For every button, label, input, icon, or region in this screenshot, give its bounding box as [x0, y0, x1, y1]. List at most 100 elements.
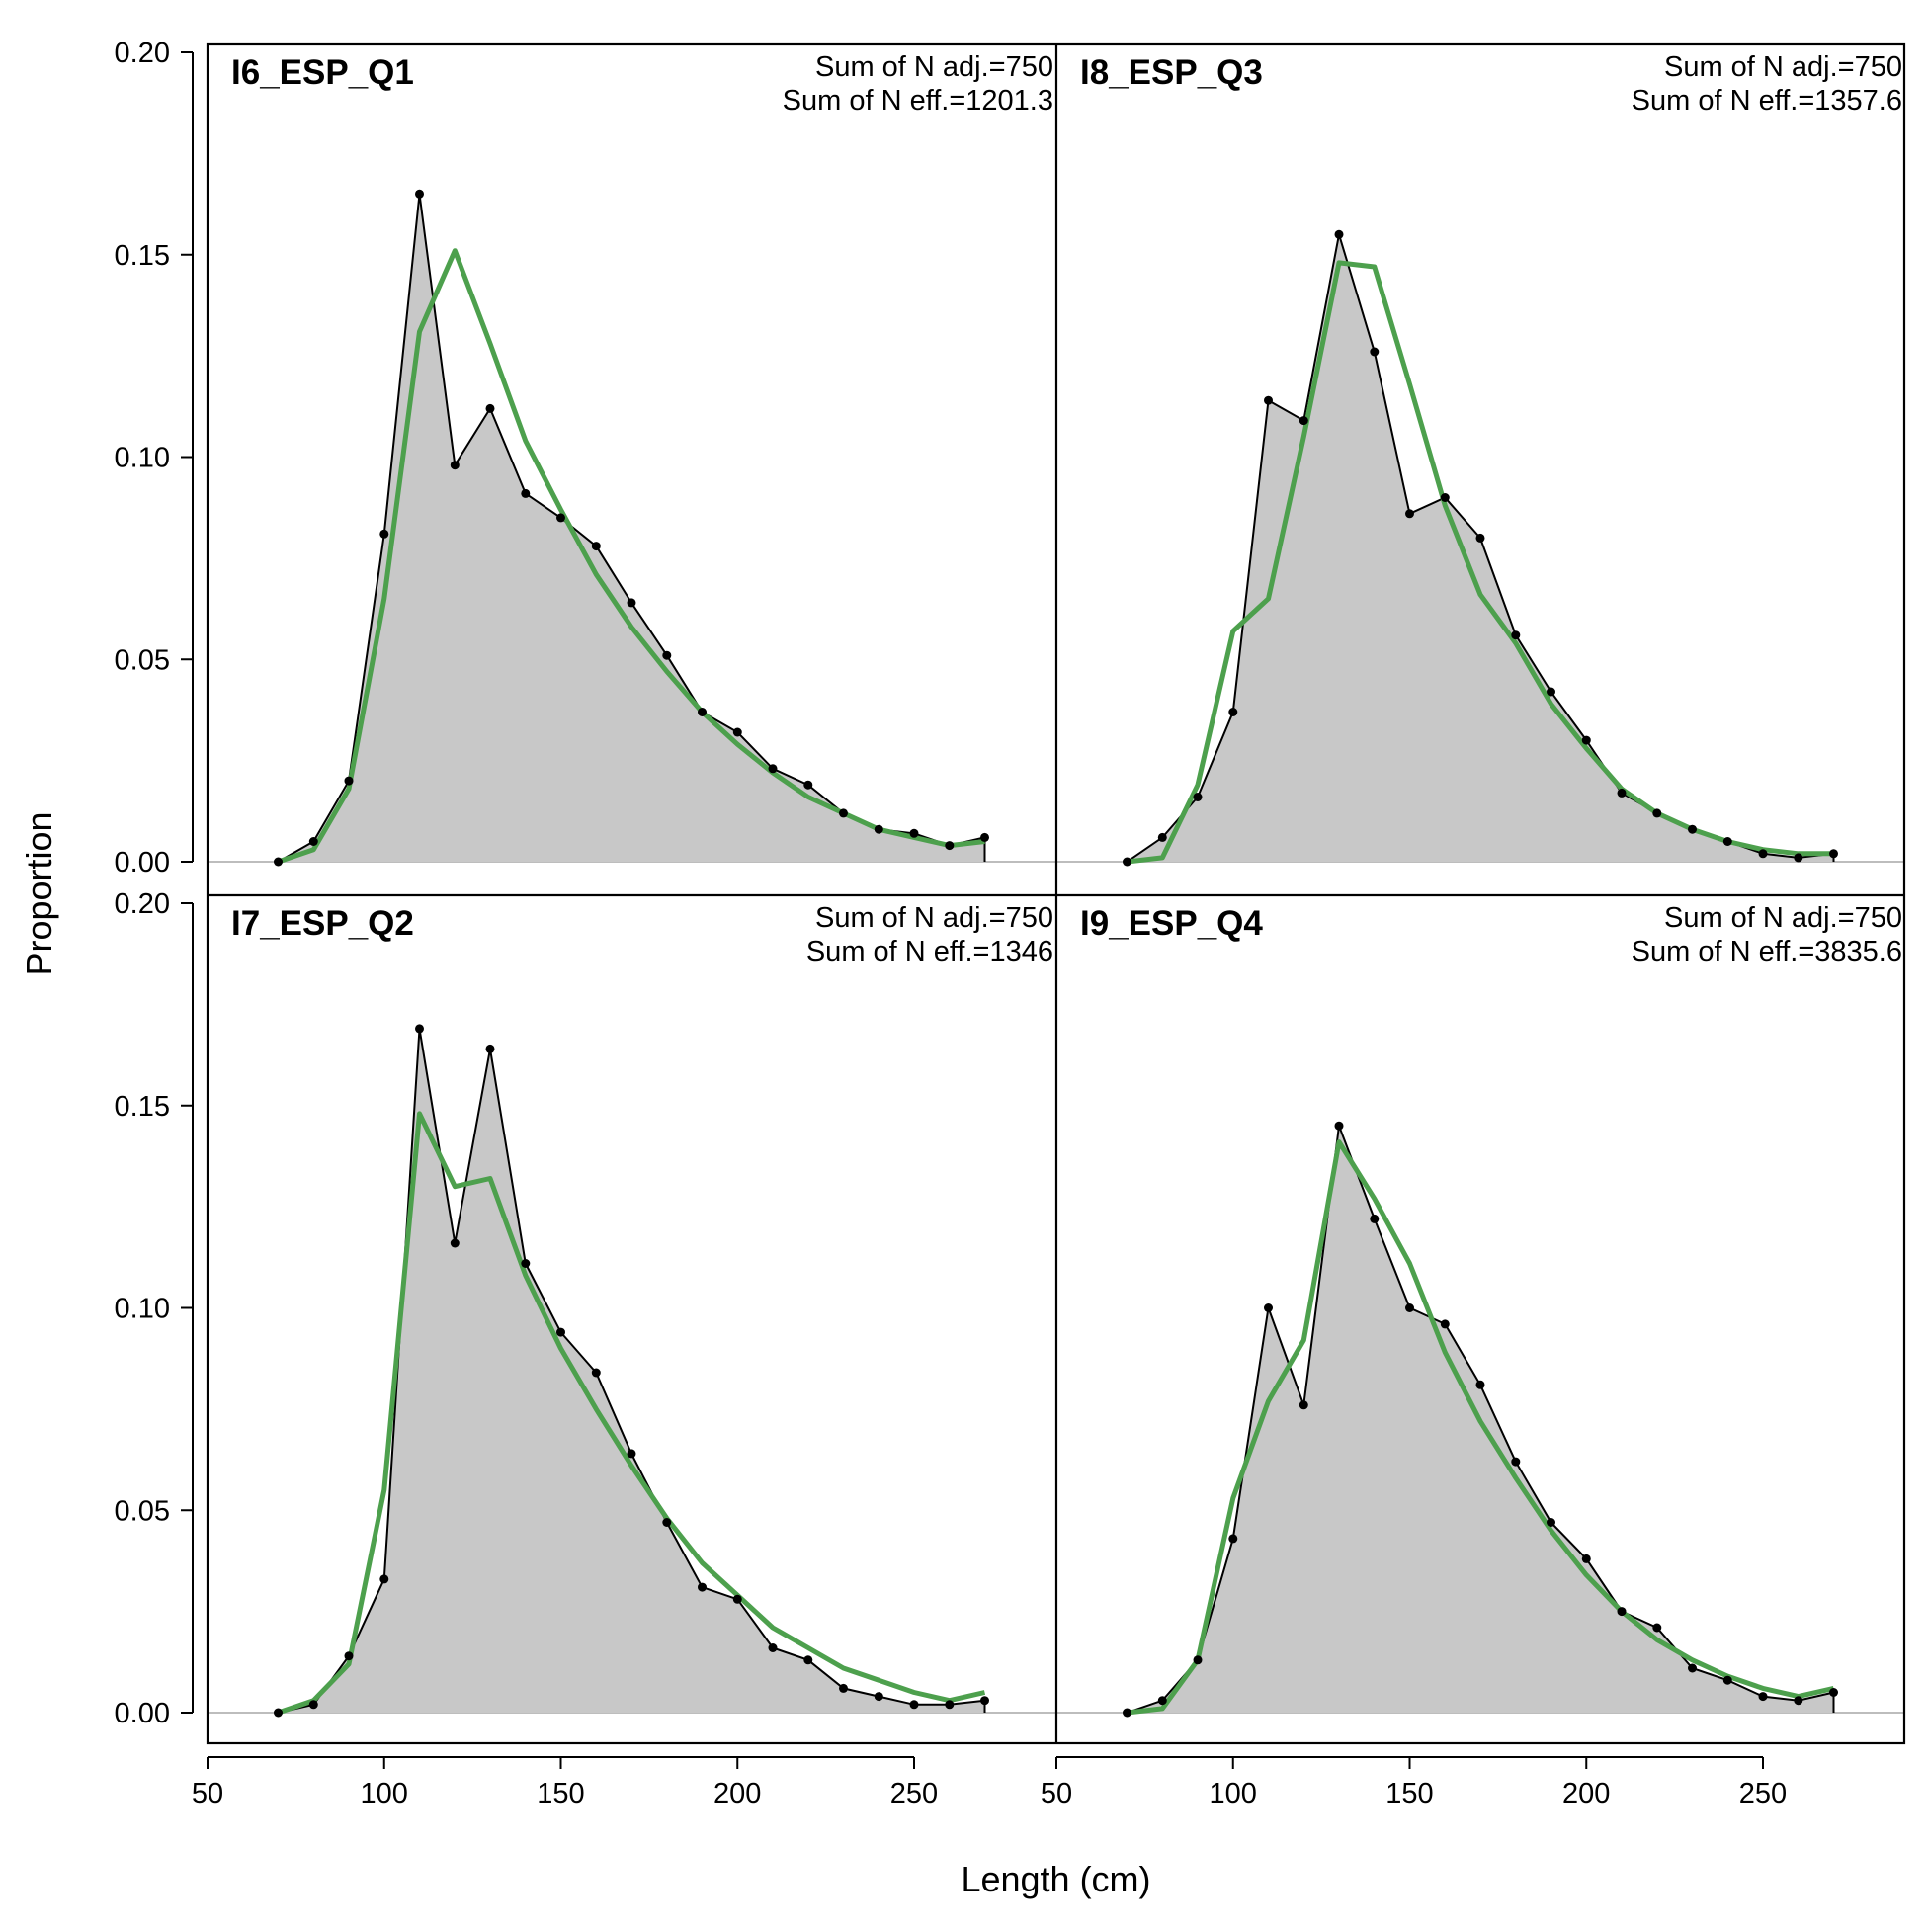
observed-point — [909, 828, 919, 838]
panel-annotation: Sum of N adj.=750 — [815, 902, 1053, 934]
observed-point — [1794, 853, 1803, 863]
expected-line — [1127, 1139, 1835, 1716]
panel-annotation: Sum of N adj.=750 — [1664, 51, 1902, 83]
observed-point — [450, 461, 460, 470]
observed-point — [1228, 1534, 1238, 1544]
observed-point — [485, 403, 495, 413]
expected-line — [277, 248, 985, 865]
observed-point — [1264, 395, 1273, 405]
observed-area — [1127, 234, 1834, 863]
observed-point — [1652, 1623, 1662, 1633]
observed-point — [732, 1594, 742, 1604]
y-axis-title: Proportion — [19, 811, 59, 975]
observed-point — [415, 1024, 424, 1034]
y-tick-label: 0.10 — [115, 443, 170, 474]
x-axis-col-2: 50 100 150 200 250 — [1041, 1756, 1787, 1809]
observed-point — [1688, 824, 1697, 834]
observed-point — [768, 1643, 778, 1652]
x-tick-label: 50 — [192, 1778, 223, 1809]
y-tick-label: 0.05 — [115, 1495, 170, 1527]
observed-area — [278, 194, 985, 863]
x-axis-col-1: 50 100 150 200 250 — [192, 1756, 938, 1809]
observed-point — [1547, 1518, 1555, 1527]
observed-point — [591, 542, 601, 551]
observed-point — [1157, 832, 1167, 842]
panel-annotation: Sum of N eff.=3835.6 — [1632, 936, 1902, 967]
observed-point — [1511, 630, 1521, 640]
observed-point — [874, 1692, 883, 1702]
panel-annotation: Sum of N eff.=1346 — [806, 936, 1053, 967]
observed-point — [1475, 533, 1485, 543]
observed-point — [980, 832, 989, 842]
observed-point — [1581, 1554, 1591, 1563]
observed-point — [980, 1696, 989, 1706]
y-tick-label: 0.10 — [115, 1294, 170, 1325]
observed-point — [803, 1655, 813, 1665]
observed-point — [379, 1574, 389, 1584]
observed-point — [1794, 1696, 1803, 1706]
observed-point — [1829, 849, 1838, 859]
observed-point — [556, 1327, 565, 1337]
x-tick-label: 250 — [890, 1778, 938, 1809]
observed-point — [1440, 1319, 1450, 1329]
observed-point — [556, 513, 565, 523]
observed-point — [698, 1582, 707, 1592]
observed-point — [1652, 808, 1662, 818]
observed-point — [274, 857, 283, 867]
observed-point — [1334, 229, 1344, 239]
x-tick-label: 250 — [1739, 1778, 1787, 1809]
observed-point — [344, 1651, 354, 1661]
observed-point — [1511, 1457, 1521, 1467]
observed-point — [662, 650, 672, 660]
observed-point — [1299, 1400, 1308, 1410]
observed-point — [1722, 837, 1732, 846]
x-axis-title: Length (cm) — [961, 1859, 1150, 1899]
observed-point — [521, 1259, 531, 1268]
observed-point — [1440, 493, 1450, 502]
observed-point — [945, 841, 955, 851]
y-tick-label: 0.20 — [115, 888, 170, 920]
frame-layer — [206, 42, 1906, 1745]
observed-point — [450, 1238, 460, 1248]
panel-title: I6_ESP_Q1 — [231, 53, 414, 92]
y-axis-row-1: 0.00 0.05 0.10 0.15 0.20 — [115, 38, 194, 879]
observed-point — [1475, 1380, 1485, 1389]
panel-annotation: Sum of N eff.=1357.6 — [1632, 85, 1902, 117]
observed-point — [1547, 687, 1555, 697]
observed-point — [1370, 347, 1380, 357]
y-tick-label: 0.00 — [115, 847, 170, 879]
panel-title: I7_ESP_Q2 — [231, 904, 414, 943]
observed-point — [308, 1700, 318, 1710]
x-tick-label: 200 — [713, 1778, 761, 1809]
panel-title: I8_ESP_Q3 — [1080, 53, 1263, 92]
observed-point — [1405, 509, 1414, 519]
observed-point — [1758, 849, 1768, 859]
observed-point — [662, 1518, 672, 1527]
observed-point — [698, 708, 707, 716]
observed-point — [839, 808, 848, 818]
expected-line — [1127, 260, 1834, 865]
observed-point — [732, 727, 742, 737]
observed-point — [909, 1700, 919, 1710]
y-tick-label: 0.15 — [115, 1091, 170, 1123]
y-tick-label: 0.20 — [115, 38, 170, 69]
y-tick-label: 0.05 — [115, 644, 170, 676]
panel-annotation: Sum of N adj.=750 — [815, 51, 1053, 83]
observed-point — [803, 780, 813, 790]
observed-point — [768, 764, 778, 774]
y-tick-label: 0.15 — [115, 240, 170, 272]
observed-point — [379, 529, 389, 539]
x-tick-label: 100 — [361, 1778, 408, 1809]
observed-point — [274, 1708, 283, 1718]
observed-point — [1334, 1121, 1344, 1131]
observed-point — [627, 598, 636, 608]
y-tick-label: 0.00 — [115, 1698, 170, 1729]
observed-area — [278, 1028, 985, 1713]
observed-point — [1581, 735, 1591, 745]
x-tick-label: 100 — [1210, 1778, 1257, 1809]
observed-point — [945, 1700, 955, 1710]
